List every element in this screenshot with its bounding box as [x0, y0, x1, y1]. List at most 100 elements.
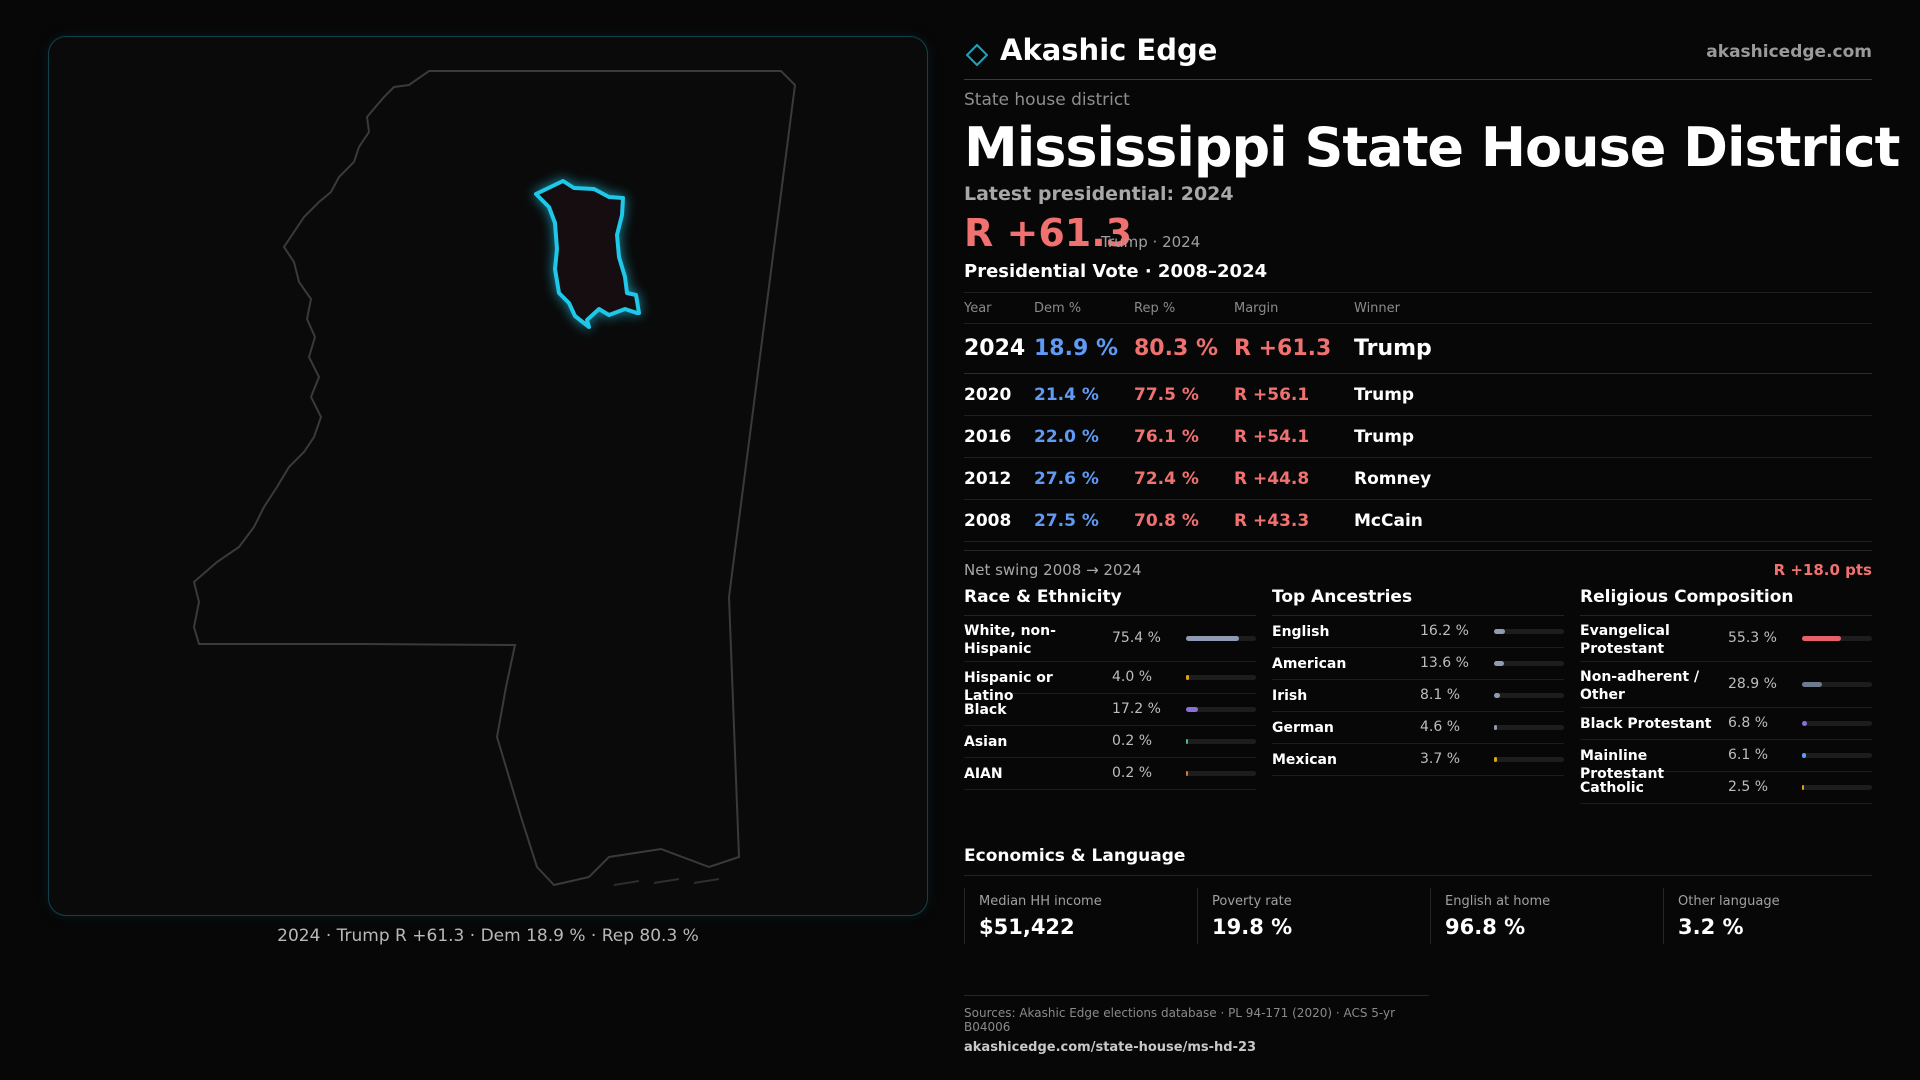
demographic-percent: 17.2 %	[1112, 701, 1161, 717]
demographic-label: Irish	[1272, 688, 1308, 704]
margin-value: R +61.3	[964, 211, 1133, 255]
cell-rep: 72.4 %	[1134, 457, 1234, 500]
stat-value: $51,422	[979, 915, 1075, 939]
page-url-link[interactable]: akashicedge.com/state-house/ms-hd-23	[964, 1040, 1257, 1055]
demographic-label: Mexican	[1272, 752, 1337, 768]
demographic-bar-track	[1802, 636, 1872, 641]
demographic-bar-fill	[1494, 629, 1506, 634]
demographic-label: White, non-Hispanic	[964, 623, 1056, 657]
cell-winner: Trump	[1354, 373, 1872, 416]
demographic-row: Black Protestant 6.8 %	[1580, 708, 1872, 740]
cell-winner: Trump	[1354, 415, 1872, 458]
demographic-row: Evangelical Protestant 55.3 %	[1580, 616, 1872, 662]
demographic-bar-track	[1802, 785, 1872, 790]
demographic-bar-track	[1186, 675, 1256, 680]
net-swing-label: Net swing 2008 → 2024	[964, 561, 1142, 579]
district-23-highlight[interactable]	[534, 179, 641, 329]
demographic-bar-track	[1186, 739, 1256, 744]
cell-rep: 77.5 %	[1134, 373, 1234, 416]
demographic-bar-track	[1186, 636, 1256, 641]
demographic-row: German 4.6 %	[1272, 712, 1564, 744]
economics-section-title: Economics & Language	[964, 846, 1872, 876]
demographic-percent: 6.1 %	[1728, 747, 1769, 763]
demographic-percent: 3.7 %	[1420, 751, 1461, 767]
cell-rep: 80.3 %	[1134, 323, 1234, 374]
demographic-bar-track	[1186, 771, 1256, 776]
demographic-label: Hispanic or Latino	[964, 670, 1053, 704]
demographics-columns: Race & Ethnicity White, non-Hispanic 75.4…	[964, 584, 1872, 814]
stat-poverty-rate: Poverty rate 19.8 %	[1197, 888, 1417, 944]
table-header-row: Year Dem % Rep % Margin Winner	[964, 292, 1872, 324]
demographic-row: American 13.6 %	[1272, 648, 1564, 680]
stat-label: Poverty rate	[1212, 894, 1292, 909]
col-year: Year	[964, 292, 1034, 324]
district-type-label: State house district	[964, 90, 1130, 110]
demographic-bar-track	[1494, 693, 1564, 698]
demographic-label: Non-adherent / Other	[1580, 669, 1700, 703]
col-margin: Margin	[1234, 292, 1354, 324]
demographic-label: Catholic	[1580, 780, 1644, 796]
sources-text: Sources: Akashic Edge elections database…	[964, 1006, 1396, 1034]
brand-url-link[interactable]: akashicedge.com	[1706, 42, 1872, 62]
cell-dem: 27.6 %	[1034, 457, 1134, 500]
details-panel: Akashic Edge akashicedge.com State house…	[964, 30, 1920, 1055]
demographic-bar-fill	[1186, 675, 1189, 680]
demographic-label: Black Protestant	[1580, 716, 1712, 732]
demographic-row: Non-adherent / Other 28.9 %	[1580, 662, 1872, 708]
demographic-row: Irish 8.1 %	[1272, 680, 1564, 712]
demographic-bar-track	[1494, 629, 1564, 634]
margin-winner-year: Trump · 2024	[1101, 233, 1201, 251]
coast-islands	[613, 878, 720, 886]
col-rep: Rep %	[1134, 292, 1234, 324]
demographic-bar-fill	[1802, 753, 1807, 758]
demographic-bar-track	[1802, 753, 1872, 758]
net-swing: Net swing 2008 → 2024 R +18.0 pts	[964, 550, 1872, 584]
demographic-percent: 75.4 %	[1112, 630, 1161, 646]
cell-dem: 22.0 %	[1034, 415, 1134, 458]
page-title: Mississippi State House District 23	[964, 116, 1920, 179]
table-row: 2008 27.5 % 70.8 % R +43.3 McCain	[964, 499, 1872, 542]
demographic-percent: 4.6 %	[1420, 719, 1461, 735]
cell-rep: 76.1 %	[1134, 415, 1234, 458]
demographic-bar-track	[1186, 707, 1256, 712]
demographic-bar-fill	[1802, 721, 1807, 726]
demographic-bar-fill	[1494, 725, 1498, 730]
table-row: 2020 21.4 % 77.5 % R +56.1 Trump	[964, 373, 1872, 416]
sources-footer: Sources: Akashic Edge elections database…	[964, 995, 1429, 1055]
demographic-row: English 16.2 %	[1272, 616, 1564, 648]
ancestry-list: English 16.2 % American 13.6 % Irish 8.1 % Ger…	[1272, 616, 1564, 776]
brand-header: Akashic Edge akashicedge.com	[964, 30, 1872, 80]
table-row: 2012 27.6 % 72.4 % R +44.8 Romney	[964, 457, 1872, 500]
cell-dem: 21.4 %	[1034, 373, 1134, 416]
demographic-bar-fill	[1186, 771, 1188, 776]
demographic-percent: 6.8 %	[1728, 715, 1769, 731]
demographic-label: American	[1272, 656, 1347, 672]
cell-year: 2012	[964, 457, 1034, 500]
religion-section-title: Religious Composition	[1580, 584, 1872, 616]
demographic-bar-track	[1494, 661, 1564, 666]
demographic-percent: 4.0 %	[1112, 669, 1153, 685]
demographic-row: Asian 0.2 %	[964, 726, 1256, 758]
cell-margin: R +43.3	[1234, 499, 1354, 542]
demographic-row: AIAN 0.2 %	[964, 758, 1256, 790]
demographic-percent: 16.2 %	[1420, 623, 1469, 639]
race-ethnicity-section: Race & Ethnicity White, non-Hispanic 75.4…	[964, 584, 1256, 790]
demographic-bar-fill	[1494, 661, 1504, 666]
demographic-percent: 28.9 %	[1728, 676, 1777, 692]
cell-rep: 70.8 %	[1134, 499, 1234, 542]
col-dem: Dem %	[1034, 292, 1134, 324]
state-map-svg	[192, 70, 797, 887]
cell-year: 2024	[964, 323, 1034, 374]
stat-value: 96.8 %	[1445, 915, 1526, 939]
demographic-percent: 0.2 %	[1112, 765, 1153, 781]
demographic-percent: 2.5 %	[1728, 779, 1769, 795]
demographic-label: Asian	[964, 734, 1008, 750]
ancestry-section: Top Ancestries English 16.2 % American 13.6…	[1272, 584, 1564, 776]
cell-dem: 27.5 %	[1034, 499, 1134, 542]
demographic-percent: 55.3 %	[1728, 630, 1777, 646]
demographic-percent: 13.6 %	[1420, 655, 1469, 671]
demographic-bar-fill	[1186, 636, 1239, 641]
district-map[interactable]	[48, 36, 928, 916]
stat-value: 3.2 %	[1678, 915, 1744, 939]
cell-year: 2008	[964, 499, 1034, 542]
